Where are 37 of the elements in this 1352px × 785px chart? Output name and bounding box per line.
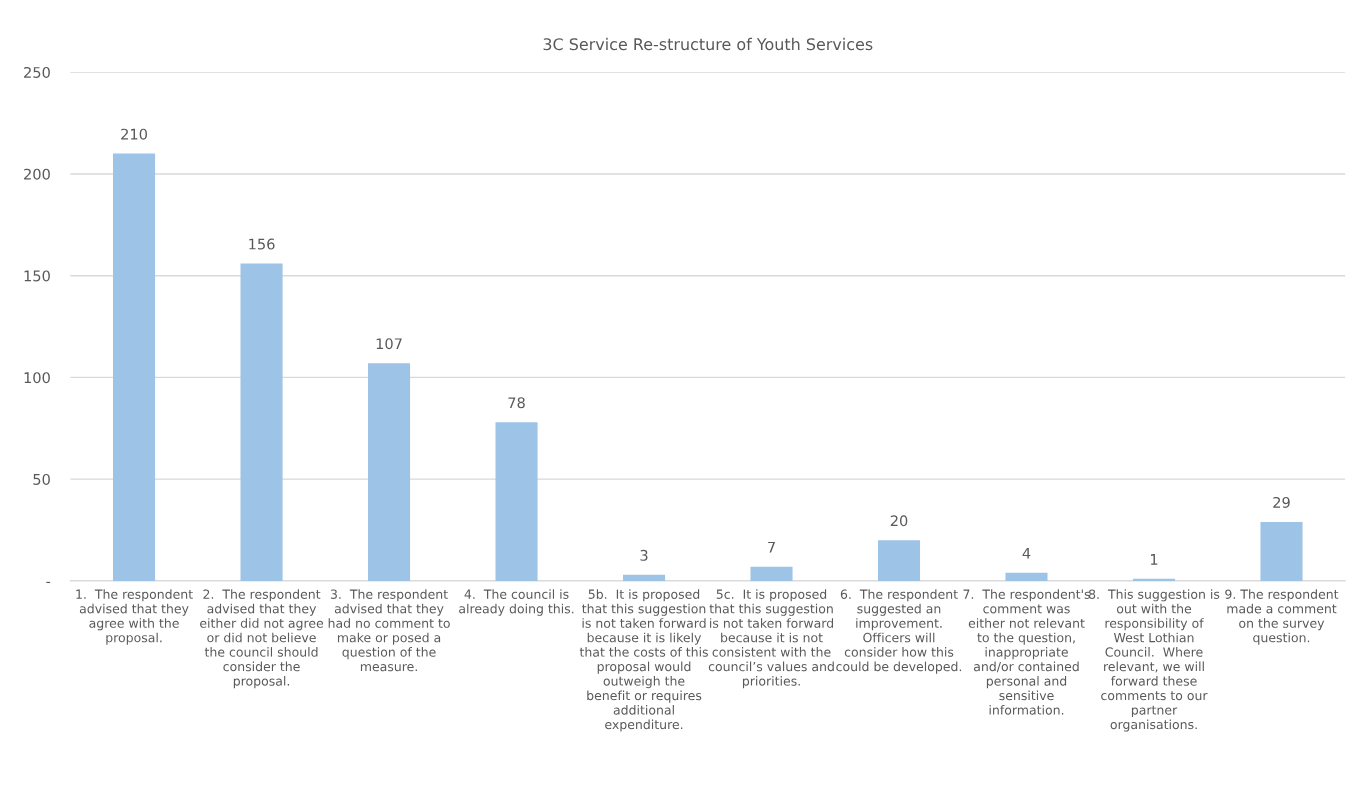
y-tick-label: 100: [24, 372, 50, 384]
bar: [1005, 572, 1048, 581]
bar: [240, 263, 283, 581]
y-tick-label: 200: [24, 168, 50, 180]
data-label: 78: [508, 397, 525, 409]
bar: [877, 540, 921, 581]
data-label: 1: [1150, 554, 1158, 565]
bar: [495, 422, 538, 581]
x-tick-label: 3. The respondent advised that they had no comment to make or posed a question of the measure.: [328, 589, 450, 672]
x-tick-label: 1. The respondent advised that they agree with the proposal.: [76, 589, 193, 645]
data-label: 7: [768, 541, 775, 553]
y-tick-label: 250: [24, 66, 50, 78]
bar: [622, 574, 666, 581]
category-label: 5b. It is proposed that this suggestion is not taken forward because it is likely that the costs of this proposal would outweigh the benefit or requires additional expenditure.: [579, 589, 708, 732]
data-label: 29: [1273, 496, 1290, 508]
bar: [750, 566, 793, 581]
y-tick-label: 50: [33, 473, 50, 485]
data-label: 156: [249, 238, 275, 250]
category-label: 8. This suggestion is out with the responsibility of West Lothian Council. Where relevant, we will forward these comments to our partner organisations.: [1088, 589, 1220, 732]
bar: [113, 153, 156, 581]
data-label: 4: [1022, 547, 1031, 559]
x-tick-label: 2. The respondent advised that they either did not agree or did not believe the council should consider the proposal.: [200, 589, 324, 689]
y-tick-label: -: [46, 581, 51, 584]
x-tick-label: 4. The council is already doing this.: [459, 589, 574, 616]
data-label: 3: [640, 549, 648, 561]
data-label: 107: [376, 338, 402, 350]
x-tick-label: 5c. It is proposed that this suggestion is not taken forward because it is not consistent with the council’s values and priorities.: [708, 589, 834, 689]
chart-title: 3C Service Re-structure of Youth Services: [543, 37, 873, 51]
x-tick-label: 6. The respondent suggested an improvement. Officers will consider how this could be developed.: [836, 589, 962, 674]
y-tick-label: 150: [24, 270, 50, 282]
bar: [368, 363, 411, 581]
data-label: 20: [890, 515, 908, 527]
category-label: 7. The respondent's comment was either not relevant to the question, inappropriate and/or contained personal and sensitive information.: [963, 589, 1090, 715]
data-label: 210: [121, 128, 147, 140]
bar: [1132, 578, 1176, 581]
bar: [1260, 521, 1303, 581]
x-tick-label: 9. The respondent made a comment on the survey question.: [1225, 589, 1339, 645]
